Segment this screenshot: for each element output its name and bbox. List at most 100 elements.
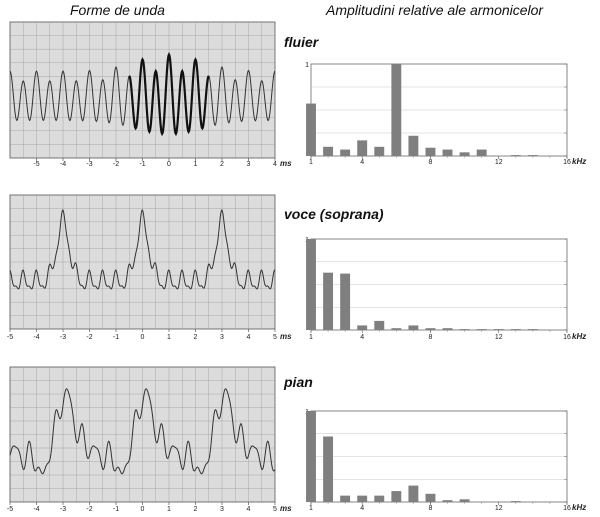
harmonic-bar (306, 103, 316, 156)
x-tick-label: 1 (309, 159, 313, 166)
harmonic-bar (493, 329, 504, 330)
harmonic-bar (442, 500, 453, 502)
harmonics-heading: Amplitudini relative ale armonicelor (326, 2, 544, 18)
instrument-label-voce: voce (soprana) (284, 206, 384, 222)
harmonic-bar (527, 329, 538, 330)
harmonic-bar (408, 135, 419, 156)
x-tick-label: -5 (33, 161, 39, 168)
waveform-panel-2: -5 -4 -3 -2 -1 0 1 2 3 4 5 ms (7, 366, 292, 513)
x-tick-label: 12 (495, 334, 503, 341)
harmonic-bar (306, 239, 316, 330)
x-tick-label: 3 (220, 506, 224, 513)
harmonic-bar (425, 328, 436, 330)
waveform-curve (9, 209, 275, 290)
x-tick-label: -1 (113, 334, 119, 341)
x-tick-label: 2 (220, 161, 224, 168)
x-tick-label: -3 (86, 161, 92, 168)
instrument-label-pian: pian (284, 374, 313, 390)
x-axis-unit: kHz (572, 503, 586, 512)
harmonic-bar (391, 328, 402, 330)
x-axis-unit: ms (280, 159, 292, 168)
x-tick-label: 1 (309, 334, 313, 341)
x-axis-unit: kHz (572, 332, 586, 341)
x-tick-label: 5 (273, 506, 277, 513)
x-tick-label: 3 (220, 334, 224, 341)
x-tick-label: 4 (360, 159, 364, 166)
x-tick-label: 1 (194, 161, 198, 168)
harmonic-bar (374, 146, 385, 156)
harmonic-bar (459, 329, 470, 330)
x-tick-label: 2 (194, 506, 198, 513)
x-tick-label: 4 (360, 505, 364, 512)
x-tick-label: -4 (33, 334, 39, 341)
x-tick-label: 4 (273, 161, 277, 168)
x-tick-label: -2 (86, 506, 92, 513)
x-axis-unit: ms (280, 332, 292, 341)
harmonic-bar (374, 495, 385, 502)
instrument-label-fluier: fluier (284, 34, 319, 50)
x-tick-label: 0 (141, 334, 145, 341)
x-tick-label: 2 (194, 334, 198, 341)
x-tick-label: 1 (309, 505, 313, 512)
waveform-panel-1: -5 -4 -3 -2 -1 0 1 2 3 4 5 ms (7, 194, 292, 341)
harmonic-bar (459, 499, 470, 502)
harmonic-bar (323, 272, 334, 330)
x-axis-unit: kHz (572, 157, 586, 166)
x-tick-label: 12 (495, 159, 503, 166)
harmonic-bar (323, 146, 334, 156)
x-tick-label: 8 (429, 159, 433, 166)
x-axis-unit: ms (280, 504, 292, 513)
harmonic-bar (357, 495, 368, 502)
harmonic-bar (527, 155, 538, 156)
x-tick-label: 1 (167, 506, 171, 513)
harmonic-bar (510, 155, 521, 156)
harmonic-bar (374, 320, 385, 330)
harmonic-bar (340, 149, 351, 156)
harmonic-bar (510, 329, 521, 330)
x-tick-label: 4 (360, 334, 364, 341)
harmonic-bar (408, 325, 419, 330)
waveform-panel-0: -5 -4 -3 -2 -1 0 1 2 3 4 ms (9, 21, 292, 168)
x-tick-label: 0 (141, 506, 145, 513)
y-max-label: 1 (305, 62, 309, 69)
x-tick-label: 16 (563, 505, 571, 512)
x-tick-label: -3 (60, 506, 66, 513)
x-tick-label: 1 (167, 334, 171, 341)
x-tick-label: -4 (60, 161, 66, 168)
x-tick-label: -5 (7, 506, 13, 513)
waveforms-heading: Forme de unda (70, 2, 165, 18)
harmonic-bar (459, 152, 470, 156)
x-tick-label: 12 (495, 505, 503, 512)
harmonic-bar (425, 147, 436, 156)
harmonic-bar (391, 491, 402, 502)
harmonic-bar (306, 411, 316, 502)
x-tick-label: 4 (247, 506, 251, 513)
harmonic-bar (442, 328, 453, 330)
x-tick-label: -2 (86, 334, 92, 341)
harmonic-bar (391, 64, 402, 156)
harmonic-bar (340, 273, 351, 330)
x-tick-label: 5 (273, 334, 277, 341)
waveform-period-highlight (128, 51, 210, 137)
harmonic-bar (510, 501, 521, 502)
x-tick-label: -1 (139, 161, 145, 168)
harmonic-bar (408, 485, 419, 502)
harmonic-bar (323, 436, 334, 502)
x-tick-label: -5 (7, 334, 13, 341)
x-tick-label: 16 (563, 159, 571, 166)
harmonic-bar (476, 329, 487, 330)
x-tick-label: 4 (247, 334, 251, 341)
harmonic-bar (425, 493, 436, 502)
x-tick-label: -2 (113, 161, 119, 168)
x-tick-label: 3 (247, 161, 251, 168)
x-tick-label: 8 (429, 505, 433, 512)
x-tick-label: 8 (429, 334, 433, 341)
x-tick-label: -1 (113, 506, 119, 513)
waveform-curve (9, 388, 276, 475)
harmonic-bar (442, 149, 453, 156)
x-tick-label: -4 (33, 506, 39, 513)
x-tick-label: 16 (563, 334, 571, 341)
